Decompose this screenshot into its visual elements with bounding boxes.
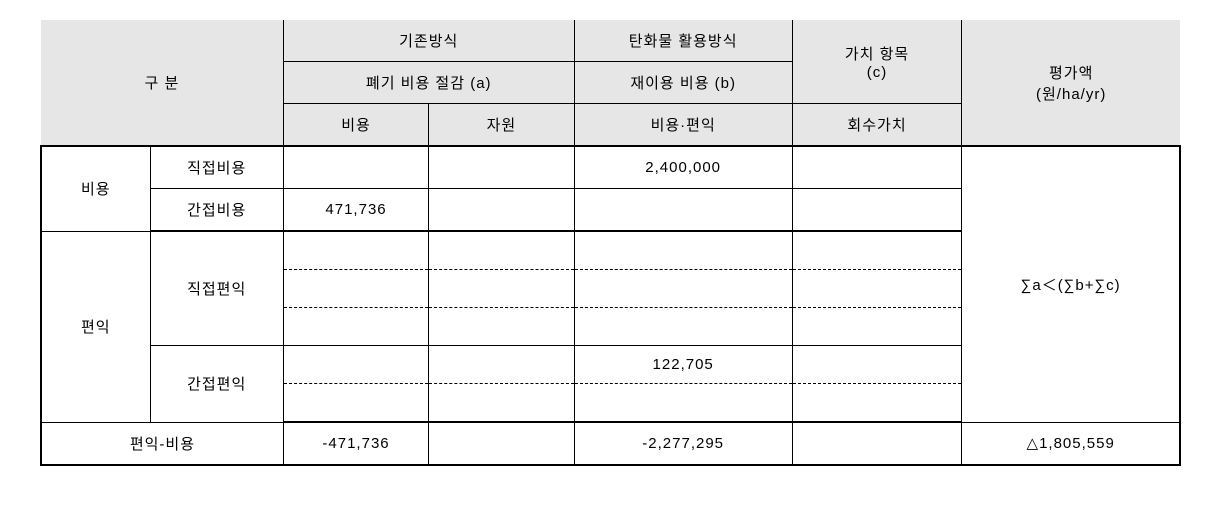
header-row-1: 구 분 기존방식 탄화물 활용방식 가치 항목 (c) 평가액 (원/ha/yr… bbox=[41, 20, 1180, 62]
lbl-indirect-benefit: 간접편익 bbox=[150, 346, 283, 423]
cell-ib1-recovery bbox=[792, 346, 962, 384]
cell-db3-existing-res bbox=[429, 308, 574, 346]
row-net: 편익-비용 -471,736 -2,277,295 △1,805,559 bbox=[41, 422, 1180, 465]
cell-ib1-existing-res bbox=[429, 346, 574, 384]
cell-ib2-existing-cost bbox=[283, 384, 428, 423]
cell-net-eval: △1,805,559 bbox=[962, 422, 1180, 465]
h-value-item: 가치 항목 (c) bbox=[792, 20, 962, 104]
cell-ib1-existing-cost bbox=[283, 346, 428, 384]
cell-db2-recovery bbox=[792, 270, 962, 308]
cell-formula: ∑a＜(∑b+∑c) bbox=[962, 146, 1180, 422]
cell-db3-existing-cost bbox=[283, 308, 428, 346]
cell-db2-existing-res bbox=[429, 270, 574, 308]
h-carbon: 탄화물 활용방식 bbox=[574, 20, 792, 62]
cell-dc-recovery bbox=[792, 146, 962, 189]
lbl-direct-cost: 직접비용 bbox=[150, 146, 283, 189]
cell-db1-recovery bbox=[792, 231, 962, 270]
h-gubun: 구 분 bbox=[41, 20, 283, 146]
cell-dc-existing-cost bbox=[283, 146, 428, 189]
h-existing-cost: 비용 bbox=[283, 104, 428, 147]
cell-net-existing-cost: -471,736 bbox=[283, 422, 428, 465]
cell-db2-carbon bbox=[574, 270, 792, 308]
row-direct-cost: 비용 직접비용 2,400,000 ∑a＜(∑b+∑c) bbox=[41, 146, 1180, 189]
lbl-net: 편익-비용 bbox=[41, 422, 283, 465]
cell-ic-recovery bbox=[792, 189, 962, 232]
cell-net-carbon: -2,277,295 bbox=[574, 422, 792, 465]
cell-db1-existing-res bbox=[429, 231, 574, 270]
cell-ib2-existing-res bbox=[429, 384, 574, 423]
cell-db2-existing-cost bbox=[283, 270, 428, 308]
cell-dc-existing-res bbox=[429, 146, 574, 189]
cell-ib1-carbon: 122,705 bbox=[574, 346, 792, 384]
cell-db3-recovery bbox=[792, 308, 962, 346]
lbl-indirect-cost: 간접비용 bbox=[150, 189, 283, 232]
evaluation-table: 구 분 기존방식 탄화물 활용방식 가치 항목 (c) 평가액 (원/ha/yr… bbox=[40, 20, 1181, 466]
h-existing-sub: 폐기 비용 절감 (a) bbox=[283, 62, 574, 104]
cell-db1-carbon bbox=[574, 231, 792, 270]
cell-ic-carbon bbox=[574, 189, 792, 232]
h-carbon-cb: 비용·편익 bbox=[574, 104, 792, 147]
lbl-cost: 비용 bbox=[41, 146, 150, 231]
h-recovery: 회수가치 bbox=[792, 104, 962, 147]
h-existing-resource: 자원 bbox=[429, 104, 574, 147]
h-existing: 기존방식 bbox=[283, 20, 574, 62]
cell-db3-carbon bbox=[574, 308, 792, 346]
cell-ic-existing-cost: 471,736 bbox=[283, 189, 428, 232]
cell-net-recovery bbox=[792, 422, 962, 465]
cell-ib2-carbon bbox=[574, 384, 792, 423]
h-carbon-sub: 재이용 비용 (b) bbox=[574, 62, 792, 104]
cell-ib2-recovery bbox=[792, 384, 962, 423]
cell-db1-existing-cost bbox=[283, 231, 428, 270]
lbl-benefit: 편익 bbox=[41, 231, 150, 422]
h-eval: 평가액 (원/ha/yr) bbox=[962, 20, 1180, 146]
cell-net-existing-res bbox=[429, 422, 574, 465]
cell-dc-carbon: 2,400,000 bbox=[574, 146, 792, 189]
cell-ic-existing-res bbox=[429, 189, 574, 232]
lbl-direct-benefit: 직접편익 bbox=[150, 231, 283, 346]
